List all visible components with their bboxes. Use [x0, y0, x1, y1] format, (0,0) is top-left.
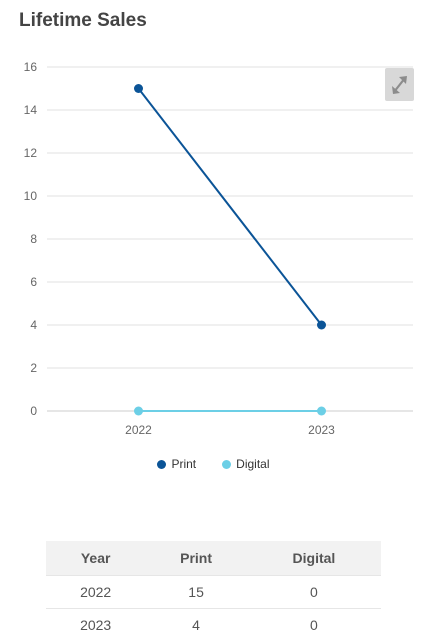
data-table: Year Print Digital 2022 15 0 2023 4 0 [46, 541, 381, 641]
y-tick-label: 8 [30, 232, 37, 246]
table-row: 2023 4 0 [46, 608, 381, 641]
y-tick-label: 0 [30, 404, 37, 418]
data-point-print [134, 84, 143, 93]
y-tick-label: 16 [24, 60, 38, 74]
x-tick-label: 2023 [308, 423, 335, 437]
column-header-digital: Digital [246, 541, 381, 576]
chart-legend: Print Digital [0, 457, 427, 471]
legend-marker-digital [222, 459, 232, 469]
table-cell-year: 2023 [46, 608, 146, 641]
column-header-print: Print [145, 541, 247, 576]
expand-arrows-icon [392, 76, 407, 94]
x-tick-label: 2022 [125, 423, 152, 437]
legend-marker-print [157, 459, 167, 469]
table-cell-print: 15 [145, 575, 247, 609]
legend-item-digital[interactable]: Digital [222, 457, 270, 471]
chart-title: Lifetime Sales [19, 10, 147, 31]
data-point-digital [134, 406, 143, 416]
expand-chart-button[interactable] [385, 68, 414, 101]
legend-item-print[interactable]: Print [157, 457, 196, 471]
column-header-year: Year [46, 541, 146, 576]
table-cell-year: 2022 [46, 575, 146, 609]
y-tick-label: 10 [24, 189, 38, 203]
y-tick-label: 4 [30, 318, 37, 332]
table-header-row: Year Print Digital [46, 541, 381, 576]
data-point-digital [317, 406, 326, 416]
legend-label-print: Print [171, 457, 197, 471]
y-tick-label: 2 [30, 361, 37, 375]
table-cell-print: 4 [145, 608, 247, 641]
legend-label-digital: Digital [236, 457, 270, 471]
line-chart: 0 2 4 6 8 10 12 14 16 2022 2023 [24, 60, 413, 437]
data-point-print [317, 320, 326, 330]
table-cell-digital: 0 [246, 575, 381, 609]
series-line-print [137, 87, 323, 326]
y-tick-label: 12 [24, 146, 38, 160]
y-tick-label: 6 [30, 275, 37, 289]
y-tick-label: 14 [24, 103, 38, 117]
table-cell-digital: 0 [246, 608, 381, 641]
table-row: 2022 15 0 [46, 575, 381, 609]
